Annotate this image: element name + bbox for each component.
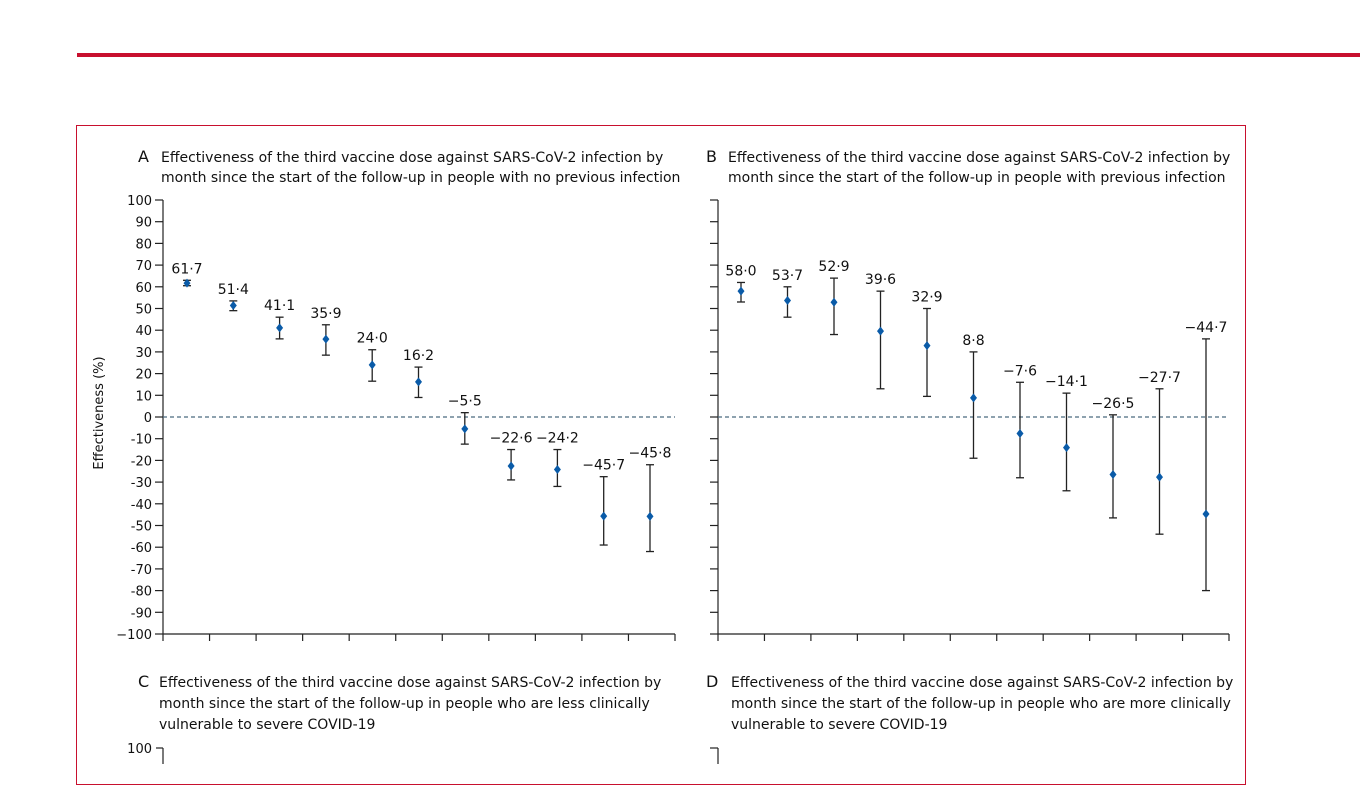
panel-a-ytick-label: 80 (135, 237, 152, 252)
header-rule (77, 53, 1360, 57)
panel-b-data-label: −26·5 (1092, 396, 1135, 412)
panel-a-ytick-label: 0 (144, 411, 152, 426)
panel-a-data-label: −5·5 (448, 394, 482, 410)
panel-a-ytick-label: -20 (131, 454, 152, 469)
panel-b-title-line1: Effectiveness of the third vaccine dose … (728, 150, 1230, 166)
panel-a-data-label: 61·7 (171, 261, 202, 277)
panel-c-ytick-label: 100 (127, 742, 152, 757)
panel-a-point (507, 461, 515, 471)
panel-b-data-label: −7·6 (1003, 363, 1037, 379)
panel-d-title-line3: vulnerable to severe COVID-19 (731, 717, 947, 733)
panel-a-point (276, 323, 284, 333)
panel-a-title-line2: month since the start of the follow-up i… (161, 170, 680, 186)
panel-b-plot: 58·0 53·7 52·9 39·6 32·9 8·8 −7·6 −14·1−26·5−27… (710, 199, 1230, 641)
panel-c-axis: 100 (127, 742, 164, 764)
panel-b-data-label: 53·7 (772, 268, 803, 284)
panel-c-title-line3: vulnerable to severe COVID-19 (159, 717, 375, 733)
panel-a-ytick-label: -90 (131, 606, 152, 621)
panel-b-title-line2: month since the start of the follow-up i… (728, 170, 1226, 186)
panel-a-ytick-label: −100 (116, 628, 152, 643)
panel-a-data-label: −45·8 (629, 446, 672, 462)
panel-a-ytick-label: -30 (131, 476, 152, 491)
panel-b-point (1016, 428, 1024, 438)
panel-b-data-label: 8·8 (962, 333, 984, 349)
panel-b-point (970, 393, 977, 403)
panel-a-letter: A (138, 147, 149, 166)
panel-b-point (737, 286, 745, 296)
panel-a-ytick-label: 60 (135, 281, 152, 296)
panel-b-point (1202, 509, 1210, 519)
panel-b-letter: B (706, 147, 717, 166)
panel-b-data-label: −14·1 (1045, 374, 1088, 390)
panel-a-ytick-label: -80 (131, 585, 152, 600)
panel-a-point (553, 465, 561, 475)
panel-d-axis (710, 747, 719, 764)
panel-a-data-label: 35·9 (310, 306, 341, 322)
panel-a-ytick-label: -50 (131, 520, 152, 535)
panel-c-letter: C (138, 672, 149, 691)
panel-b-data-label: 32·9 (911, 290, 942, 306)
panel-b-point (877, 326, 884, 336)
panel-b-data-label: 39·6 (865, 272, 896, 288)
panel-c-title-line2: month since the start of the follow-up i… (159, 696, 650, 712)
panel-a-data-label: 16·2 (403, 348, 434, 364)
panel-a-point (368, 360, 376, 370)
panel-a-point (183, 278, 191, 288)
panel-a-ytick-label: -40 (131, 498, 152, 513)
panel-a-data-label: −22·6 (490, 431, 533, 447)
panel-b-title: B Effectiveness of the third vaccine dos… (706, 147, 1230, 186)
panel-a-point (461, 424, 469, 434)
panel-a-data-label: 41·1 (264, 298, 295, 314)
panel-a-data-label: 24·0 (357, 331, 388, 347)
panel-b-point (1109, 470, 1117, 480)
panel-d-title-line1: Effectiveness of the third vaccine dose … (731, 675, 1233, 691)
panel-b-point (1063, 443, 1070, 453)
panel-a-ytick-label: 70 (135, 259, 152, 274)
panel-a-ylabel: Effectiveness (%) (92, 356, 107, 469)
panel-a-point (646, 511, 654, 521)
panel-c-title: C Effectiveness of the third vaccine dos… (138, 672, 661, 733)
panel-a-title-line1: Effectiveness of the third vaccine dose … (161, 150, 663, 166)
panel-a-title: A Effectiveness of the third vaccine dos… (138, 147, 680, 186)
panel-b-data-label: 58·0 (725, 263, 756, 279)
panel-b-data-label: 52·9 (818, 259, 849, 275)
panel-a-ytick-label: -10 (131, 433, 152, 448)
panel-a-ytick-label: 50 (135, 303, 152, 318)
panel-a-ytick-label: 30 (135, 346, 152, 361)
panel-a-ytick-label: 40 (135, 324, 152, 339)
panel-b-data-label: −44·7 (1185, 320, 1228, 336)
panel-d-title-line2: month since the start of the follow-up i… (731, 696, 1231, 712)
panel-a-point (600, 511, 608, 521)
panel-d-letter: D (706, 672, 718, 691)
panel-b-point (830, 297, 838, 307)
panel-a-data-label: −24·2 (536, 431, 579, 447)
panel-a-data-label: 51·4 (218, 282, 249, 298)
panel-a-ytick-label: 10 (135, 389, 152, 404)
panel-a-point (229, 300, 237, 310)
panel-c-title-line1: Effectiveness of the third vaccine dose … (159, 675, 661, 691)
panel-a-ytick-label: 20 (135, 368, 152, 383)
panel-a-ytick-label: 100 (127, 194, 152, 209)
panel-a-point (415, 377, 422, 387)
panel-b-point (923, 341, 931, 351)
panel-a-plot: 1009080706050403020100-10-20-30-40-50-60… (116, 194, 676, 643)
panel-b-data-label: −27·7 (1138, 370, 1181, 386)
panel-b-point (784, 295, 791, 305)
panel-a-ytick-label: -70 (131, 563, 152, 578)
panel-a-ytick-label: -60 (131, 541, 152, 556)
panel-a-ytick-label: 90 (135, 216, 152, 231)
panel-d-title: D Effectiveness of the third vaccine dos… (706, 672, 1233, 733)
figure-svg: A Effectiveness of the third vaccine dos… (92, 147, 1233, 764)
panel-b-point (1156, 472, 1163, 482)
panel-a-data-label: −45·7 (582, 458, 625, 474)
panel-a-point (322, 334, 330, 344)
